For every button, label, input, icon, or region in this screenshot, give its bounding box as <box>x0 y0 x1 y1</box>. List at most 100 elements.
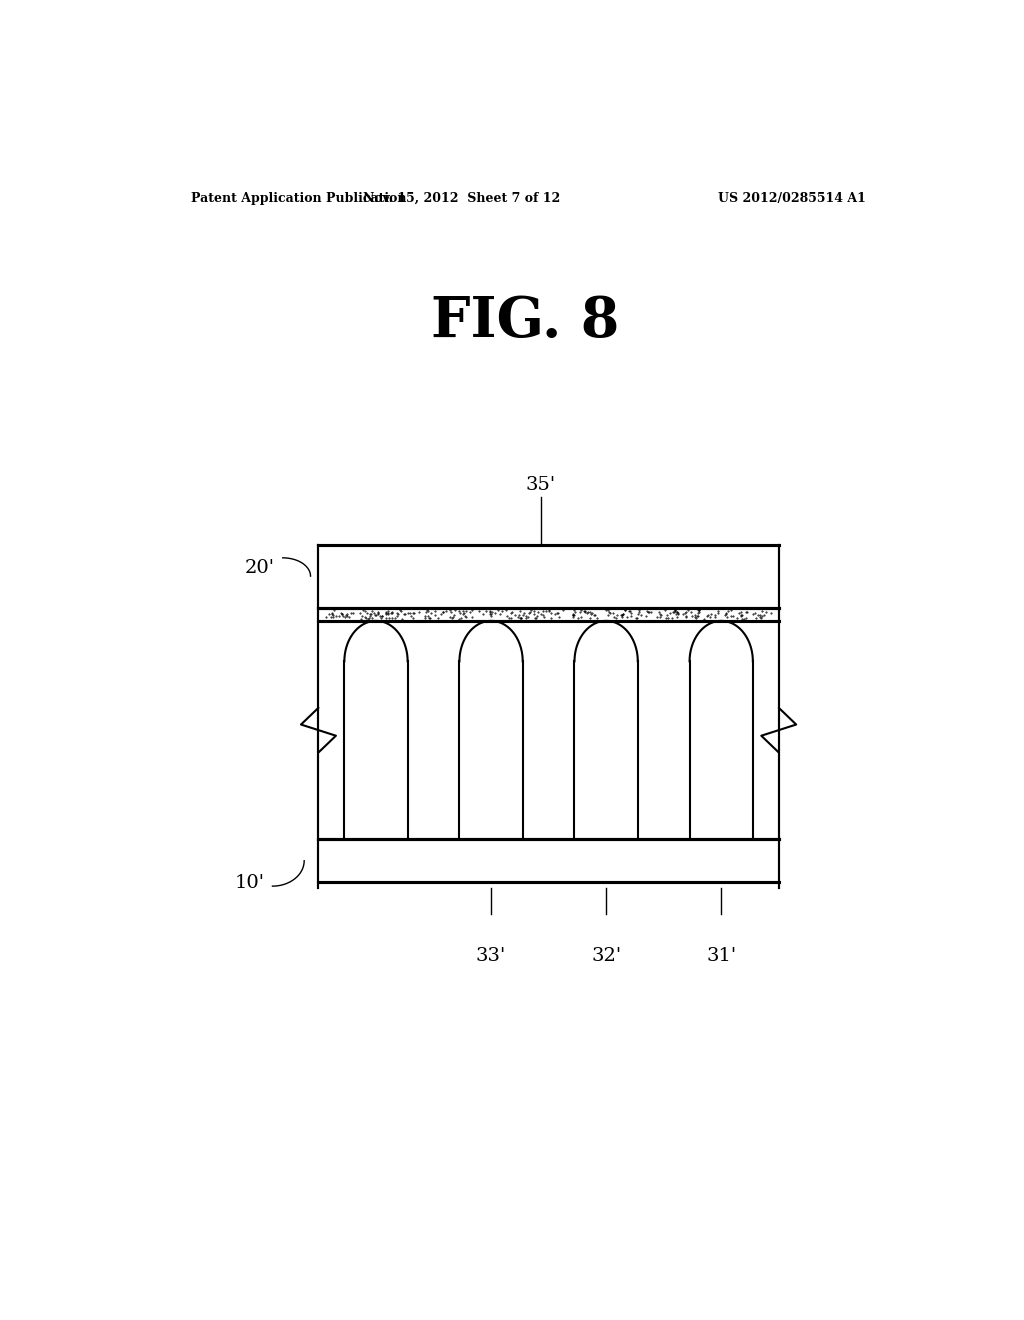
Point <box>638 605 654 626</box>
Point <box>361 607 378 628</box>
Point <box>455 601 471 622</box>
Point <box>359 603 376 624</box>
Point <box>601 602 617 623</box>
Point <box>326 599 342 620</box>
Point <box>614 603 631 624</box>
Point <box>370 602 386 623</box>
Point <box>324 603 340 624</box>
Point <box>361 603 378 624</box>
Point <box>391 599 408 620</box>
Point <box>338 603 354 624</box>
Point <box>512 601 528 622</box>
Point <box>621 601 637 622</box>
Point <box>623 603 639 624</box>
Polygon shape <box>460 620 522 661</box>
Polygon shape <box>318 620 778 840</box>
Point <box>512 607 528 628</box>
Point <box>623 601 639 622</box>
Point <box>445 605 462 626</box>
Point <box>660 607 677 628</box>
Point <box>541 601 557 622</box>
Point <box>571 601 588 622</box>
Point <box>758 602 774 623</box>
Point <box>383 602 399 623</box>
Point <box>616 599 633 620</box>
Point <box>696 609 713 630</box>
Point <box>404 603 421 624</box>
Point <box>565 599 582 620</box>
Point <box>550 603 566 624</box>
Point <box>689 599 706 620</box>
Point <box>378 602 394 623</box>
Point <box>547 605 563 626</box>
Point <box>493 603 509 624</box>
Point <box>613 605 630 626</box>
Point <box>678 601 694 622</box>
Point <box>482 601 499 622</box>
Polygon shape <box>344 620 408 661</box>
Point <box>754 606 770 627</box>
Point <box>629 607 645 628</box>
Point <box>690 606 707 627</box>
Point <box>723 599 739 620</box>
Polygon shape <box>689 620 753 661</box>
Point <box>537 607 553 628</box>
Point <box>380 601 396 622</box>
Point <box>462 602 478 623</box>
Point <box>412 602 428 623</box>
Point <box>718 602 734 623</box>
Point <box>433 603 450 624</box>
Point <box>474 603 490 624</box>
Point <box>738 602 755 623</box>
Point <box>517 606 534 627</box>
Point <box>374 606 390 627</box>
Point <box>390 603 407 624</box>
Point <box>700 605 717 626</box>
Point <box>702 603 719 624</box>
Point <box>670 603 686 624</box>
Point <box>578 602 594 623</box>
Point <box>341 607 357 628</box>
Point <box>641 602 657 623</box>
Point <box>328 605 344 626</box>
Point <box>451 601 467 622</box>
Point <box>443 607 460 628</box>
Point <box>745 603 762 624</box>
Point <box>441 607 458 628</box>
Point <box>686 605 702 626</box>
Point <box>394 609 411 630</box>
Point <box>396 603 413 624</box>
Point <box>629 607 645 628</box>
Point <box>701 606 718 627</box>
Point <box>368 605 384 626</box>
Point <box>483 605 500 626</box>
Point <box>699 605 716 626</box>
Point <box>483 602 500 623</box>
Text: FIG. 8: FIG. 8 <box>431 293 618 348</box>
Text: 35': 35' <box>525 475 556 494</box>
Point <box>707 605 723 626</box>
Point <box>434 601 451 622</box>
Point <box>682 601 698 622</box>
Point <box>720 601 736 622</box>
Point <box>367 605 383 626</box>
Point <box>471 601 487 622</box>
Point <box>325 605 341 626</box>
Point <box>372 606 388 627</box>
Point <box>564 605 581 626</box>
Point <box>733 601 750 622</box>
Point <box>331 606 347 627</box>
Point <box>667 599 683 620</box>
Point <box>456 603 472 624</box>
Polygon shape <box>460 661 522 840</box>
Point <box>691 599 708 620</box>
Point <box>334 603 350 624</box>
Point <box>577 601 593 622</box>
Point <box>733 605 750 626</box>
Point <box>717 605 733 626</box>
Text: 33': 33' <box>476 948 506 965</box>
Point <box>516 603 532 624</box>
Point <box>657 607 674 628</box>
Point <box>443 602 460 623</box>
Point <box>418 601 434 622</box>
